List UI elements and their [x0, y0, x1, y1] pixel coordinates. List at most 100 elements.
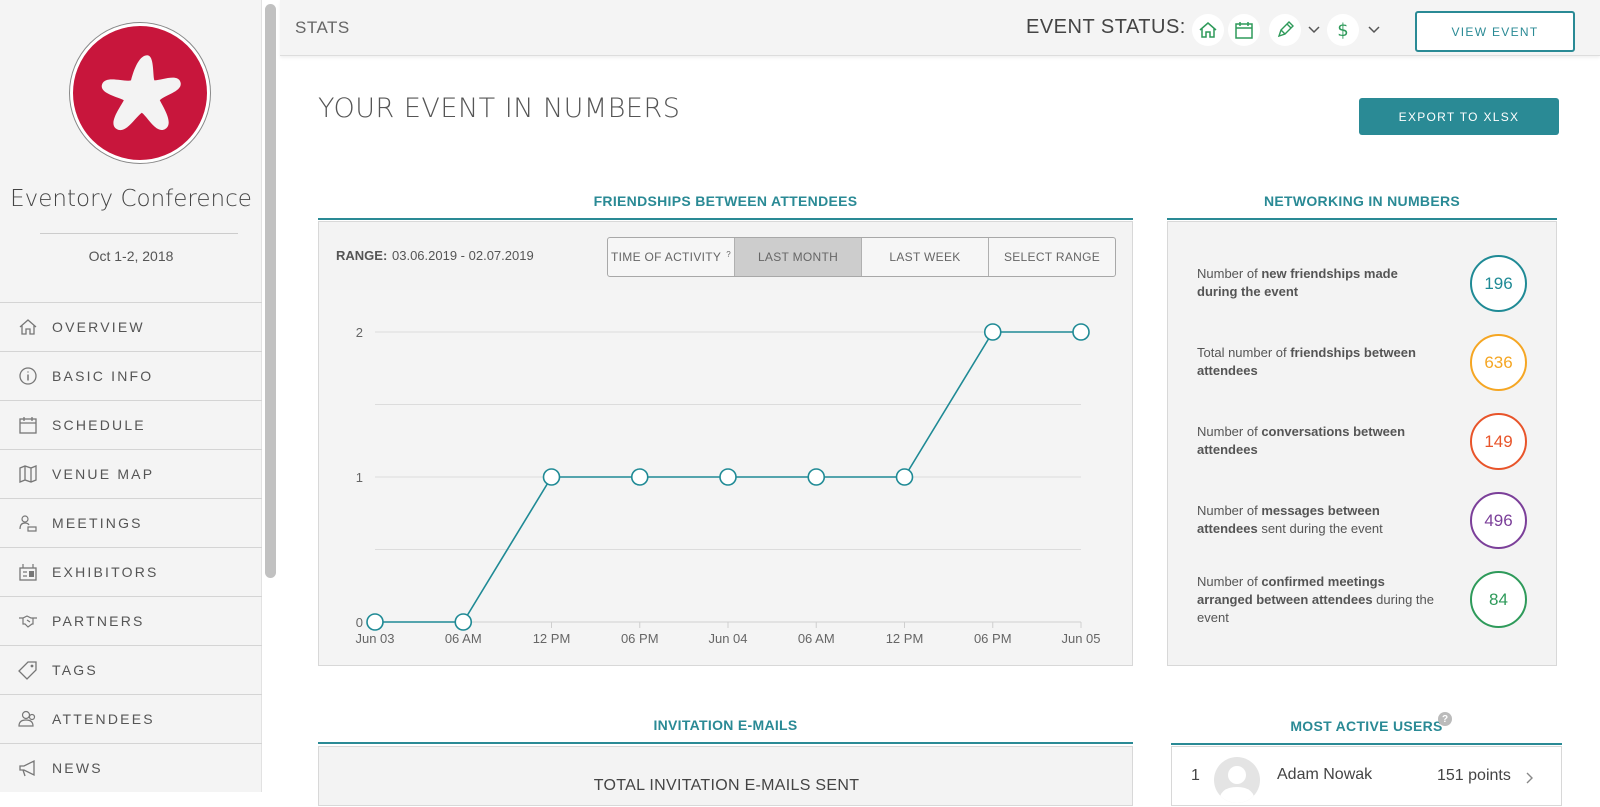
sidebar-item-label: NEWS	[52, 760, 103, 776]
filter-last-week[interactable]: LAST WEEK	[862, 238, 989, 276]
map-icon	[18, 464, 38, 484]
divider	[40, 233, 238, 234]
conference-logo[interactable]	[70, 23, 210, 163]
range-label: RANGE:	[336, 248, 388, 263]
chevron-down-icon[interactable]	[1307, 22, 1321, 36]
data-point	[630, 468, 649, 486]
status-payment-button[interactable]: $	[1327, 14, 1359, 46]
sidebar-item-overview[interactable]: OVERVIEW	[0, 302, 262, 351]
sidebar-item-venue-map[interactable]: VENUE MAP	[0, 449, 262, 498]
filter-label: LAST MONTH	[757, 250, 839, 264]
status-edit-button[interactable]	[1269, 14, 1301, 46]
y-tick-label: 1	[356, 470, 363, 485]
sidebar-nav: OVERVIEW BASIC INFO SCHEDULE VENUE MAP M…	[0, 302, 262, 792]
stat-row-messages: Number of messages between attendees sen…	[1197, 492, 1542, 552]
stat-value-circle: 496	[1470, 492, 1527, 549]
megaphone-icon	[18, 758, 38, 778]
user-row[interactable]: 1 Adam Nowak 151 points	[1172, 747, 1561, 807]
top-bar: STATS EVENT STATUS: $ VIEW EVENT	[280, 0, 1600, 56]
sidebar-item-exhibitors[interactable]: EXHIBITORS	[0, 547, 262, 596]
y-tick-label: 0	[356, 615, 363, 630]
stat-row-meetings: Number of confirmed meetings arranged be…	[1197, 571, 1542, 631]
section-rule	[1167, 218, 1557, 220]
total-invitations-label: TOTAL INVITATION E-MAILS SENT	[593, 777, 860, 794]
data-point	[1072, 323, 1090, 341]
x-tick-label: 06 AM	[798, 631, 835, 646]
data-point	[719, 468, 737, 486]
user-rank: 1	[1191, 767, 1200, 784]
help-icon[interactable]: ?	[1438, 712, 1452, 726]
section-rule	[318, 218, 1133, 220]
sidebar-item-schedule[interactable]: SCHEDULE	[0, 400, 262, 449]
data-point	[807, 468, 826, 486]
x-tick-label: Jun 05	[1061, 631, 1100, 646]
pen-icon	[1277, 21, 1294, 38]
stat-row-conversations: Number of conversations between attendee…	[1197, 413, 1542, 473]
conference-date: Oct 1-2, 2018	[88, 248, 174, 264]
sidebar-item-meetings[interactable]: MEETINGS	[0, 498, 262, 547]
handshake-icon	[18, 611, 38, 631]
most-active-users-panel: 1 Adam Nowak 151 points	[1171, 746, 1562, 806]
filter-time-of-activity[interactable]: TIME OF ACTIVITY ?	[608, 238, 735, 276]
filter-last-month[interactable]: LAST MONTH	[735, 238, 862, 276]
sidebar-item-attendees[interactable]: ATTENDEES	[0, 694, 262, 743]
info-icon	[18, 366, 38, 386]
sidebar-item-label: MEETINGS	[52, 515, 143, 531]
stat-row-total-friendships: Total number of friendships between atte…	[1197, 334, 1542, 394]
filter-select-range[interactable]: SELECT RANGE	[989, 238, 1115, 276]
home-icon	[18, 317, 38, 337]
stat-value-circle: 84	[1470, 571, 1527, 628]
x-tick-label: 12 PM	[533, 631, 571, 646]
x-tick-label: 12 PM	[886, 631, 924, 646]
sidebar: Eventory Conference Oct 1-2, 2018 OVERVI…	[0, 0, 262, 792]
sidebar-item-label: VENUE MAP	[52, 466, 155, 482]
friendships-section-title: FRIENDSHIPS BETWEEN ATTENDEES	[593, 193, 858, 209]
filter-label: SELECT RANGE	[1003, 250, 1101, 264]
stat-description: Number of messages between attendees sen…	[1197, 503, 1383, 536]
networking-panel: Number of new friendships made during th…	[1167, 221, 1557, 666]
sidebar-item-tags[interactable]: TAGS	[0, 645, 262, 694]
stat-description: Number of new friendships made during th…	[1197, 266, 1398, 299]
stat-row-new-friendships: Number of new friendships made during th…	[1197, 255, 1542, 315]
sidebar-item-label: SCHEDULE	[52, 417, 146, 433]
user-icon	[1219, 766, 1255, 803]
chevron-right-icon[interactable]	[1525, 771, 1535, 785]
stat-description: Number of conversations between attendee…	[1197, 424, 1406, 457]
home-icon	[1199, 22, 1217, 38]
sidebar-item-label: BASIC INFO	[52, 368, 154, 384]
x-tick-label: 06 AM	[445, 631, 482, 646]
filter-label: TIME OF ACTIVITY	[611, 250, 722, 264]
sidebar-scrollbar[interactable]	[265, 4, 276, 578]
stat-description: Total number of friendships between atte…	[1197, 345, 1416, 378]
filter-label: LAST WEEK	[889, 250, 961, 264]
chart-area: 0 1 2 Jun 03 06 AM 12 PM 06 PM Jun 04 06 AM 12 PM…	[319, 290, 1132, 665]
user-name: Adam Nowak	[1277, 766, 1373, 783]
data-point	[895, 468, 914, 486]
status-home-button[interactable]	[1192, 14, 1224, 46]
sidebar-item-label: PARTNERS	[52, 613, 145, 629]
sidebar-item-news[interactable]: NEWS	[0, 743, 262, 792]
export-xlsx-button[interactable]: EXPORT TO XLSX	[1359, 98, 1559, 135]
tag-icon	[18, 660, 38, 680]
chevron-down-icon[interactable]	[1367, 22, 1381, 36]
friendships-line-chart: 0 1 2 Jun 03 06 AM 12 PM 06 PM Jun 04 06 AM 12 PM…	[355, 323, 1101, 646]
y-tick-label: 2	[356, 325, 363, 340]
help-marker[interactable]: ?	[726, 249, 731, 259]
status-schedule-button[interactable]	[1228, 14, 1260, 46]
sidebar-item-label: EXHIBITORS	[52, 564, 159, 580]
event-status-label: EVENT STATUS:	[1026, 16, 1186, 38]
calendar-icon	[18, 415, 38, 435]
stat-value-circle: 196	[1470, 255, 1527, 312]
page-title: YOUR EVENT IN NUMBERS	[318, 93, 681, 124]
view-event-button[interactable]: VIEW EVENT	[1415, 11, 1575, 52]
page-section-title: STATS	[295, 18, 350, 37]
sidebar-item-basic-info[interactable]: BASIC INFO	[0, 351, 262, 400]
exhibitors-icon	[18, 562, 38, 582]
sidebar-item-partners[interactable]: PARTNERS	[0, 596, 262, 645]
user-points: 151 points	[1437, 767, 1511, 784]
x-tick-label: 06 PM	[974, 631, 1012, 646]
networking-section-title: NETWORKING IN NUMBERS	[1263, 193, 1461, 209]
sidebar-item-label: TAGS	[52, 662, 98, 678]
most-active-users-title: MOST ACTIVE USERS	[1290, 718, 1443, 734]
sidebar-item-label: OVERVIEW	[52, 319, 145, 335]
